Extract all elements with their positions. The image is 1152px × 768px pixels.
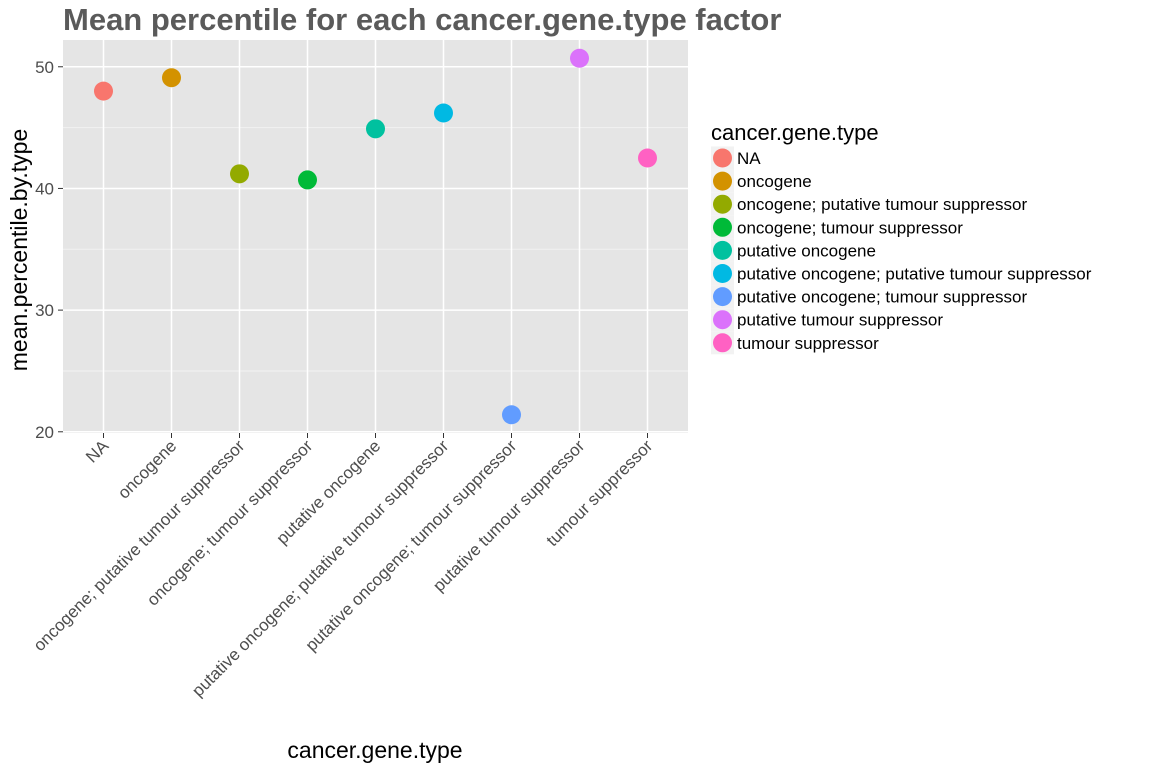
data-point <box>434 103 453 123</box>
legend-items: NA oncogene oncogene; putative tumour supp… <box>711 146 1092 355</box>
axis-ticks <box>58 66 648 438</box>
data-point <box>162 68 181 88</box>
legend-label: putative oncogene; tumour suppressor <box>737 288 1027 307</box>
x-tick-label: oncogene <box>114 436 180 502</box>
data-point <box>366 119 385 139</box>
x-axis-title: cancer.gene.type <box>287 737 462 763</box>
legend-label: oncogene; tumour suppressor <box>737 218 963 237</box>
legend-label: putative oncogene; putative tumour suppr… <box>737 265 1092 284</box>
legend-swatch <box>713 171 732 191</box>
legend-swatch <box>713 194 732 214</box>
data-point <box>94 81 113 101</box>
chart-title: Mean percentile for each cancer.gene.typ… <box>63 2 781 37</box>
legend-swatch <box>713 333 732 353</box>
x-tick-label: NA <box>82 436 113 467</box>
legend-label: NA <box>737 149 761 168</box>
y-tick-label: 20 <box>35 423 54 442</box>
y-axis-tick-labels: 20 30 40 50 <box>35 58 54 442</box>
data-point <box>638 148 657 168</box>
data-point <box>230 164 249 184</box>
data-point <box>502 405 521 425</box>
data-points <box>94 48 657 425</box>
legend-swatch <box>713 240 732 260</box>
data-point <box>570 48 589 68</box>
legend-swatch <box>713 310 732 330</box>
data-point <box>298 170 317 190</box>
legend-swatch <box>713 217 732 237</box>
legend-label: oncogene <box>737 172 812 191</box>
y-axis-title: mean.percentile.by.type <box>6 129 32 372</box>
legend-label: putative tumour suppressor <box>737 311 943 330</box>
legend-swatch <box>713 264 732 283</box>
y-tick-label: 30 <box>35 301 54 320</box>
legend-label: putative oncogene <box>737 241 876 260</box>
legend-label: tumour suppressor <box>737 334 879 353</box>
x-tick-label: putative oncogene; putative tumour suppr… <box>188 436 452 700</box>
grid-lines <box>63 40 688 433</box>
legend-swatch <box>713 148 732 168</box>
y-tick-label: 40 <box>35 179 54 198</box>
legend-label: oncogene; putative tumour suppressor <box>737 195 1027 214</box>
legend-title: cancer.gene.type <box>711 120 879 145</box>
legend: cancer.gene.type NA oncogene oncogene; put… <box>711 120 1092 355</box>
legend-swatch <box>713 287 732 307</box>
y-tick-label: 50 <box>35 58 54 77</box>
